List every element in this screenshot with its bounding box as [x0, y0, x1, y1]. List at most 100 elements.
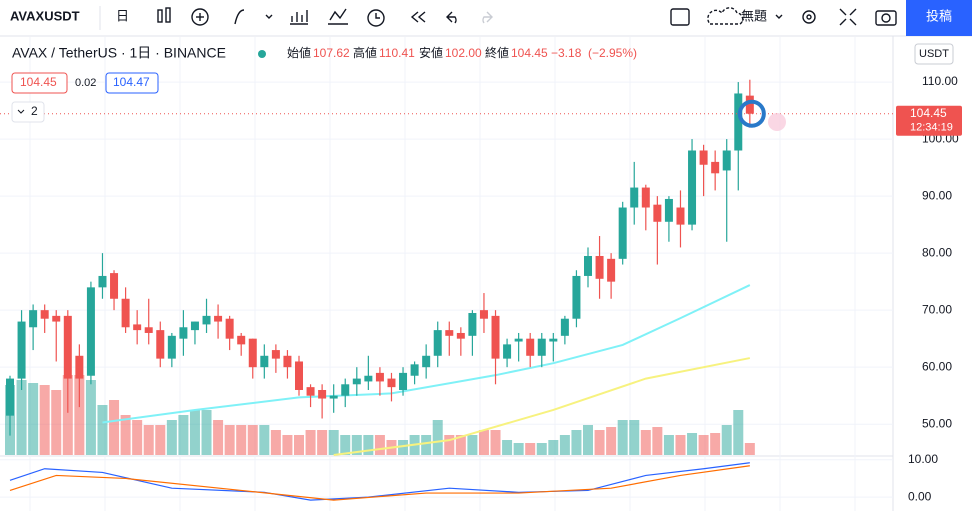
volume-bar	[652, 427, 663, 455]
candle-body	[283, 355, 292, 368]
publish-button[interactable]	[906, 0, 972, 36]
candle-body	[329, 395, 338, 399]
toolbar-icons[interactable]	[157, 7, 897, 27]
candle-body	[653, 204, 662, 222]
candle-body	[722, 150, 731, 171]
y-tick-label: 70.00	[922, 302, 952, 316]
volume-bar	[536, 443, 547, 455]
volume-bar	[571, 430, 582, 455]
volume-bar	[721, 425, 732, 455]
legend-value: 107.62	[313, 46, 350, 60]
legend-value: 110.41	[379, 46, 415, 60]
candle-body	[641, 187, 650, 208]
change-pct: (−2.95%)	[588, 46, 637, 60]
currency-box[interactable]	[914, 43, 954, 65]
status-dot	[258, 50, 266, 58]
candle-body	[526, 338, 535, 356]
candle-body	[295, 361, 303, 390]
volume-bar	[132, 420, 143, 455]
macd-line	[9, 462, 750, 501]
candle-body	[352, 378, 361, 385]
cursor-ring	[737, 99, 766, 128]
publish-label[interactable]: 投稿	[926, 8, 952, 23]
candle-body	[225, 318, 234, 339]
candle-body	[514, 338, 523, 342]
spread: 0.02	[75, 77, 96, 89]
candle-body	[734, 93, 743, 151]
volume-bar	[224, 425, 235, 455]
volume-bar	[363, 435, 374, 455]
candle-body	[341, 384, 350, 396]
toolbar	[0, 0, 972, 36]
volume-bar	[189, 410, 200, 455]
volume-bar	[490, 430, 501, 455]
candle-body	[202, 315, 211, 325]
candle-body	[364, 375, 373, 382]
candle-body	[156, 330, 165, 359]
macd-line	[9, 465, 750, 501]
y-tick-label: 50.00	[922, 416, 952, 430]
volume-bar	[351, 435, 362, 455]
volume-bar	[455, 435, 466, 455]
ask: 104.47	[113, 75, 150, 89]
volume-bar	[583, 425, 593, 455]
candle-body	[17, 321, 26, 379]
volume-bar	[663, 435, 674, 455]
candle-body	[491, 315, 500, 359]
candle-body	[664, 198, 673, 222]
volume-bar	[710, 433, 721, 455]
candle-body	[410, 364, 419, 376]
interval[interactable]: 日	[116, 8, 129, 23]
volume-bar	[85, 380, 96, 455]
volume-bar	[617, 420, 628, 455]
volume-bar	[201, 410, 212, 455]
symbol[interactable]: AVAXUSDT	[10, 8, 80, 23]
volume-bar	[120, 415, 131, 455]
volume-bar	[606, 427, 617, 455]
volume-bar	[675, 435, 686, 455]
volume-bar	[305, 430, 316, 455]
volume-bar	[259, 425, 270, 455]
layout-name[interactable]: 無題	[741, 8, 767, 23]
volume-bar	[444, 435, 455, 455]
candle-body	[503, 344, 512, 359]
indicator-toggle[interactable]	[11, 101, 45, 123]
candle-body	[40, 310, 49, 319]
candle-body	[75, 355, 84, 379]
volume-bar	[51, 390, 62, 455]
volume-bar	[594, 430, 605, 455]
candle-body	[98, 275, 107, 288]
volume-bar	[698, 435, 709, 455]
candle-body	[260, 355, 269, 368]
candle-body	[549, 338, 558, 342]
volume-bar	[328, 430, 339, 455]
candle-body	[133, 324, 142, 331]
volume-bar	[421, 435, 432, 455]
volume-bar	[236, 425, 247, 455]
candle-body	[375, 372, 384, 382]
volume-bar	[398, 440, 409, 455]
volume-bar	[744, 443, 755, 455]
legend-name: 終値	[485, 45, 509, 60]
bid-box	[11, 72, 68, 94]
y-tick-label: 90.00	[922, 188, 952, 202]
volume-bar	[282, 435, 293, 455]
candle-body	[745, 95, 754, 114]
candle-body	[63, 315, 72, 379]
volume-bar	[213, 420, 224, 455]
volume-bar	[178, 415, 189, 455]
last-price: 104.45	[910, 106, 947, 120]
currency[interactable]: USDT	[919, 48, 949, 60]
volume-bar	[97, 405, 108, 455]
candle-body	[572, 275, 581, 319]
volume-bar	[502, 440, 513, 455]
volume-bar	[374, 435, 385, 455]
volume-bar	[16, 380, 27, 455]
chart-title: AVAX / TetherUS · 1日 · BINANCE	[12, 45, 226, 61]
volume-bar	[247, 425, 258, 455]
candle-body	[248, 338, 257, 368]
volume-bar	[432, 420, 443, 455]
volume-bar	[294, 435, 304, 455]
